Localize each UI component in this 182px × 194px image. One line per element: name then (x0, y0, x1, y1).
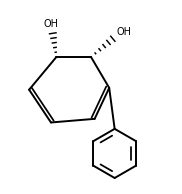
Text: OH: OH (116, 27, 131, 37)
Text: OH: OH (43, 19, 58, 29)
